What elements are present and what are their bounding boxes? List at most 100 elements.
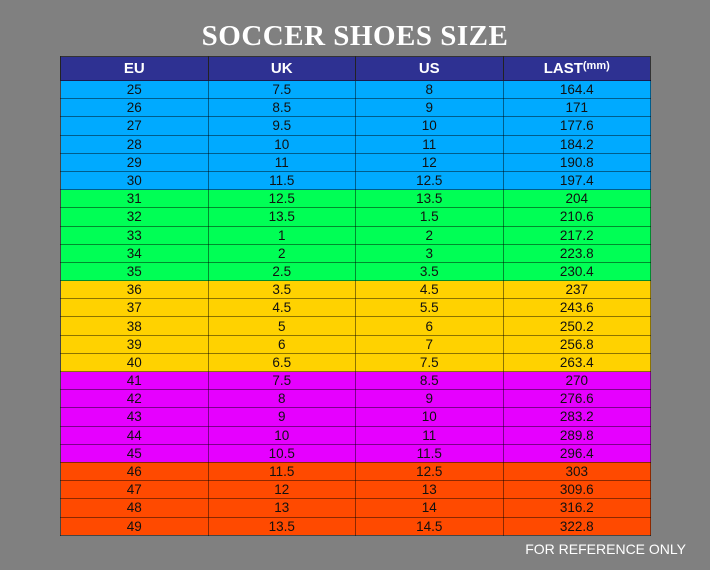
- cell-uk: 10.5: [207, 443, 356, 463]
- cell-eu: 39: [60, 334, 209, 354]
- cell-last: 316.2: [502, 498, 651, 518]
- cell-uk: 1: [207, 225, 356, 245]
- table-row: 40 6.5 7.5 263.4: [60, 352, 651, 373]
- header-eu: EU: [60, 56, 208, 81]
- table-row: 26 8.5 9 171: [60, 98, 651, 118]
- cell-us: 12.5: [355, 461, 504, 482]
- cell-last: 171: [502, 98, 651, 118]
- cell-uk: 13.5: [207, 207, 356, 227]
- cell-us: 11: [355, 425, 504, 445]
- header-last-label: LAST: [543, 60, 583, 77]
- table-row: 36 3.5 4.5 237: [60, 280, 651, 300]
- cell-last: 217.2: [502, 225, 651, 245]
- cell-uk: 8.5: [207, 98, 356, 118]
- cell-last: 210.6: [502, 207, 651, 227]
- cell-uk: 11.5: [207, 461, 356, 482]
- cell-last: 283.2: [502, 407, 651, 427]
- cell-eu: 36: [60, 280, 209, 300]
- table-row: 49 13.5 14.5 322.8: [60, 516, 651, 536]
- cell-us: 9: [355, 389, 504, 409]
- cell-uk: 10: [207, 425, 356, 445]
- cell-last: 296.4: [502, 443, 651, 463]
- cell-us: 7: [355, 334, 504, 354]
- cell-eu: 43: [60, 407, 209, 427]
- table-row: 39 6 7 256.8: [60, 334, 651, 354]
- cell-last: 276.6: [502, 389, 651, 409]
- cell-uk: 2.5: [207, 261, 356, 282]
- table-header-row: EU UK US LAST(mm): [60, 56, 651, 81]
- cell-last: 164.4: [502, 79, 651, 100]
- header-last-unit: (mm): [582, 60, 610, 72]
- footer-note: FOR REFERENCE ONLY: [525, 541, 686, 557]
- header-last: LAST(mm): [502, 56, 651, 81]
- cell-eu: 31: [60, 189, 209, 209]
- cell-us: 14: [355, 498, 504, 518]
- cell-uk: 8: [207, 389, 356, 409]
- cell-uk: 11: [207, 152, 356, 172]
- cell-uk: 10: [207, 134, 356, 154]
- table-row: 29 11 12 190.8: [60, 152, 651, 172]
- header-uk: UK: [207, 56, 356, 81]
- cell-us: 12.5: [355, 170, 504, 191]
- cell-eu: 35: [60, 261, 209, 282]
- cell-us: 7.5: [355, 352, 504, 373]
- cell-last: 223.8: [502, 243, 651, 263]
- cell-eu: 41: [60, 370, 209, 391]
- cell-eu: 40: [60, 352, 209, 373]
- table-body: 25 7.5 8 164.4 26 8.5 9 171 27 9.5 10 177.6 28 10 11 18…: [60, 79, 651, 536]
- cell-us: 3: [355, 243, 504, 263]
- table-row: 38 5 6 250.2: [60, 316, 651, 336]
- cell-uk: 9: [207, 407, 356, 427]
- table-row: 43 9 10 283.2: [60, 407, 651, 427]
- cell-last: 190.8: [502, 152, 651, 172]
- cell-us: 8: [355, 79, 504, 100]
- cell-eu: 37: [60, 298, 209, 318]
- page-title: SOCCER SHOES SIZE: [201, 20, 509, 52]
- cell-last: 303: [502, 461, 651, 482]
- cell-uk: 13.5: [207, 516, 356, 536]
- table-row: 27 9.5 10 177.6: [60, 116, 651, 136]
- table-row: 48 13 14 316.2: [60, 498, 651, 518]
- cell-last: 263.4: [502, 352, 651, 373]
- cell-uk: 4.5: [207, 298, 356, 318]
- cell-eu: 25: [60, 79, 209, 100]
- cell-uk: 9.5: [207, 116, 356, 136]
- cell-uk: 3.5: [207, 280, 356, 300]
- cell-eu: 44: [60, 425, 209, 445]
- cell-us: 3.5: [355, 261, 504, 282]
- cell-us: 14.5: [355, 516, 504, 536]
- cell-eu: 26: [60, 98, 209, 118]
- header-us: US: [355, 56, 503, 81]
- cell-us: 13.5: [355, 189, 504, 209]
- size-table: EU UK US LAST(mm) 25 7.5 8 164.4 26 8.5 9 171 27…: [60, 56, 651, 536]
- cell-us: 10: [355, 116, 504, 136]
- cell-eu: 34: [60, 243, 209, 263]
- cell-last: 256.8: [502, 334, 651, 354]
- cell-last: 243.6: [502, 298, 651, 318]
- table-row: 37 4.5 5.5 243.6: [60, 298, 651, 318]
- table-row: 47 12 13 309.6: [60, 480, 651, 500]
- cell-last: 289.8: [502, 425, 651, 445]
- cell-us: 11.5: [355, 443, 504, 463]
- cell-last: 184.2: [502, 134, 651, 154]
- table-row: 34 2 3 223.8: [60, 243, 651, 263]
- cell-us: 4.5: [355, 280, 504, 300]
- cell-us: 11: [355, 134, 504, 154]
- cell-us: 2: [355, 225, 504, 245]
- cell-eu: 49: [60, 516, 209, 536]
- cell-us: 10: [355, 407, 504, 427]
- cell-uk: 7.5: [207, 79, 356, 100]
- table-row: 45 10.5 11.5 296.4: [60, 443, 651, 463]
- cell-last: 237: [502, 280, 651, 300]
- cell-last: 204: [502, 189, 651, 209]
- cell-eu: 29: [60, 152, 209, 172]
- cell-last: 309.6: [502, 480, 651, 500]
- cell-us: 8.5: [355, 370, 504, 391]
- table-row: 35 2.5 3.5 230.4: [60, 261, 651, 282]
- cell-eu: 42: [60, 389, 209, 409]
- cell-last: 322.8: [502, 516, 651, 536]
- table-row: 46 11.5 12.5 303: [60, 461, 651, 482]
- table-row: 30 11.5 12.5 197.4: [60, 170, 651, 191]
- cell-uk: 11.5: [207, 170, 356, 191]
- table-row: 41 7.5 8.5 270: [60, 370, 651, 391]
